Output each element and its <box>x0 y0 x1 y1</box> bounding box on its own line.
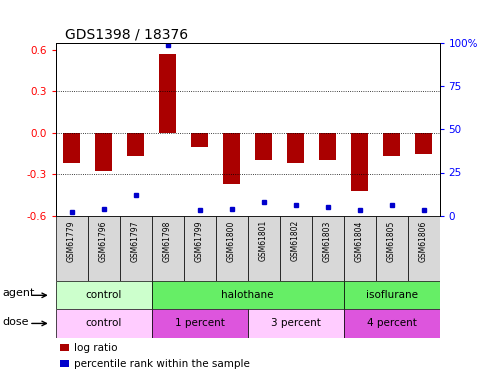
Text: GSM61803: GSM61803 <box>323 220 332 262</box>
Bar <box>152 281 343 309</box>
Bar <box>95 133 113 171</box>
Text: GDS1398 / 18376: GDS1398 / 18376 <box>65 27 188 41</box>
Bar <box>152 309 248 338</box>
Text: GSM61799: GSM61799 <box>195 220 204 262</box>
Bar <box>127 133 144 156</box>
Bar <box>63 133 80 163</box>
Bar <box>280 216 312 281</box>
Text: log ratio: log ratio <box>74 343 117 352</box>
Text: halothane: halothane <box>221 290 274 300</box>
Bar <box>215 216 248 281</box>
Text: 4 percent: 4 percent <box>367 318 416 328</box>
Text: isoflurane: isoflurane <box>366 290 417 300</box>
Text: GSM61796: GSM61796 <box>99 220 108 262</box>
Text: GSM61804: GSM61804 <box>355 220 364 262</box>
Bar <box>152 216 184 281</box>
Text: GSM61798: GSM61798 <box>163 220 172 262</box>
Bar <box>56 309 152 338</box>
Text: GSM61801: GSM61801 <box>259 220 268 261</box>
Bar <box>60 344 69 351</box>
Text: GSM61800: GSM61800 <box>227 220 236 262</box>
Text: dose: dose <box>2 316 29 327</box>
Text: GSM61805: GSM61805 <box>387 220 396 262</box>
Bar <box>191 133 208 147</box>
Text: percentile rank within the sample: percentile rank within the sample <box>74 358 250 369</box>
Bar <box>159 54 176 133</box>
Text: agent: agent <box>2 288 35 298</box>
Text: GSM61779: GSM61779 <box>67 220 76 262</box>
Bar <box>60 360 69 367</box>
Bar <box>287 133 304 163</box>
Bar <box>376 216 408 281</box>
Bar <box>408 216 440 281</box>
Bar <box>120 216 152 281</box>
Bar <box>383 133 400 156</box>
Bar <box>87 216 120 281</box>
Text: 1 percent: 1 percent <box>174 318 225 328</box>
Text: GSM61802: GSM61802 <box>291 220 300 261</box>
Text: 3 percent: 3 percent <box>270 318 321 328</box>
Bar <box>312 216 343 281</box>
Bar <box>184 216 215 281</box>
Bar <box>56 216 87 281</box>
Bar <box>415 133 432 153</box>
Text: control: control <box>85 290 122 300</box>
Bar <box>343 281 440 309</box>
Bar <box>351 133 369 191</box>
Bar <box>319 133 336 160</box>
Text: control: control <box>85 318 122 328</box>
Bar <box>56 281 152 309</box>
Bar <box>343 309 440 338</box>
Bar <box>255 133 272 160</box>
Text: GSM61797: GSM61797 <box>131 220 140 262</box>
Bar <box>248 309 343 338</box>
Bar <box>248 216 280 281</box>
Bar <box>343 216 376 281</box>
Text: GSM61806: GSM61806 <box>419 220 428 262</box>
Bar <box>223 133 241 184</box>
